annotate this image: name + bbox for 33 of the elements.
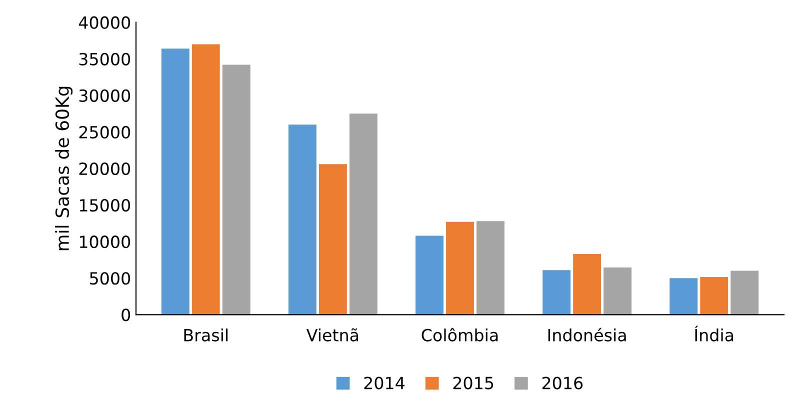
- bar: [604, 268, 632, 315]
- bar: [192, 44, 220, 315]
- bar: [416, 236, 444, 315]
- y-tick-label: 40000: [78, 16, 130, 29]
- y-tick-label: 35000: [79, 52, 130, 66]
- x-tick-label: Índia: [694, 326, 734, 342]
- legend-label: 2014: [364, 376, 405, 390]
- bar: [288, 124, 316, 315]
- y-tick-label: 20000: [79, 162, 130, 176]
- legend-label: 2015: [453, 376, 494, 390]
- y-tick-label: 10000: [80, 236, 130, 248]
- bar: [222, 64, 250, 315]
- x-tick-label: Colômbia: [422, 328, 498, 342]
- x-tick-label: Brasil: [184, 328, 228, 342]
- bar: [318, 164, 347, 315]
- y-tick-label: 0: [122, 308, 130, 322]
- y-tick-label: 15000: [80, 198, 130, 212]
- y-tick-label: 5000: [90, 272, 130, 285]
- x-tick-label: Vietnã: [306, 328, 358, 342]
- bar: [161, 48, 190, 315]
- y-axis-title: mil Sacas de 60Kg: [55, 86, 73, 250]
- bar: [542, 270, 571, 315]
- bar: [476, 221, 504, 315]
- legend-label: 2016: [542, 376, 583, 390]
- x-tick-label: Indonésia: [548, 328, 626, 342]
- bar: [700, 277, 728, 315]
- bar: [573, 254, 602, 315]
- y-tick-label: 25000: [79, 126, 130, 139]
- bar: [670, 278, 698, 315]
- bar: [349, 114, 378, 315]
- bar: [446, 222, 474, 315]
- y-tick-label: 30000: [79, 89, 130, 102]
- bar: [730, 270, 759, 315]
